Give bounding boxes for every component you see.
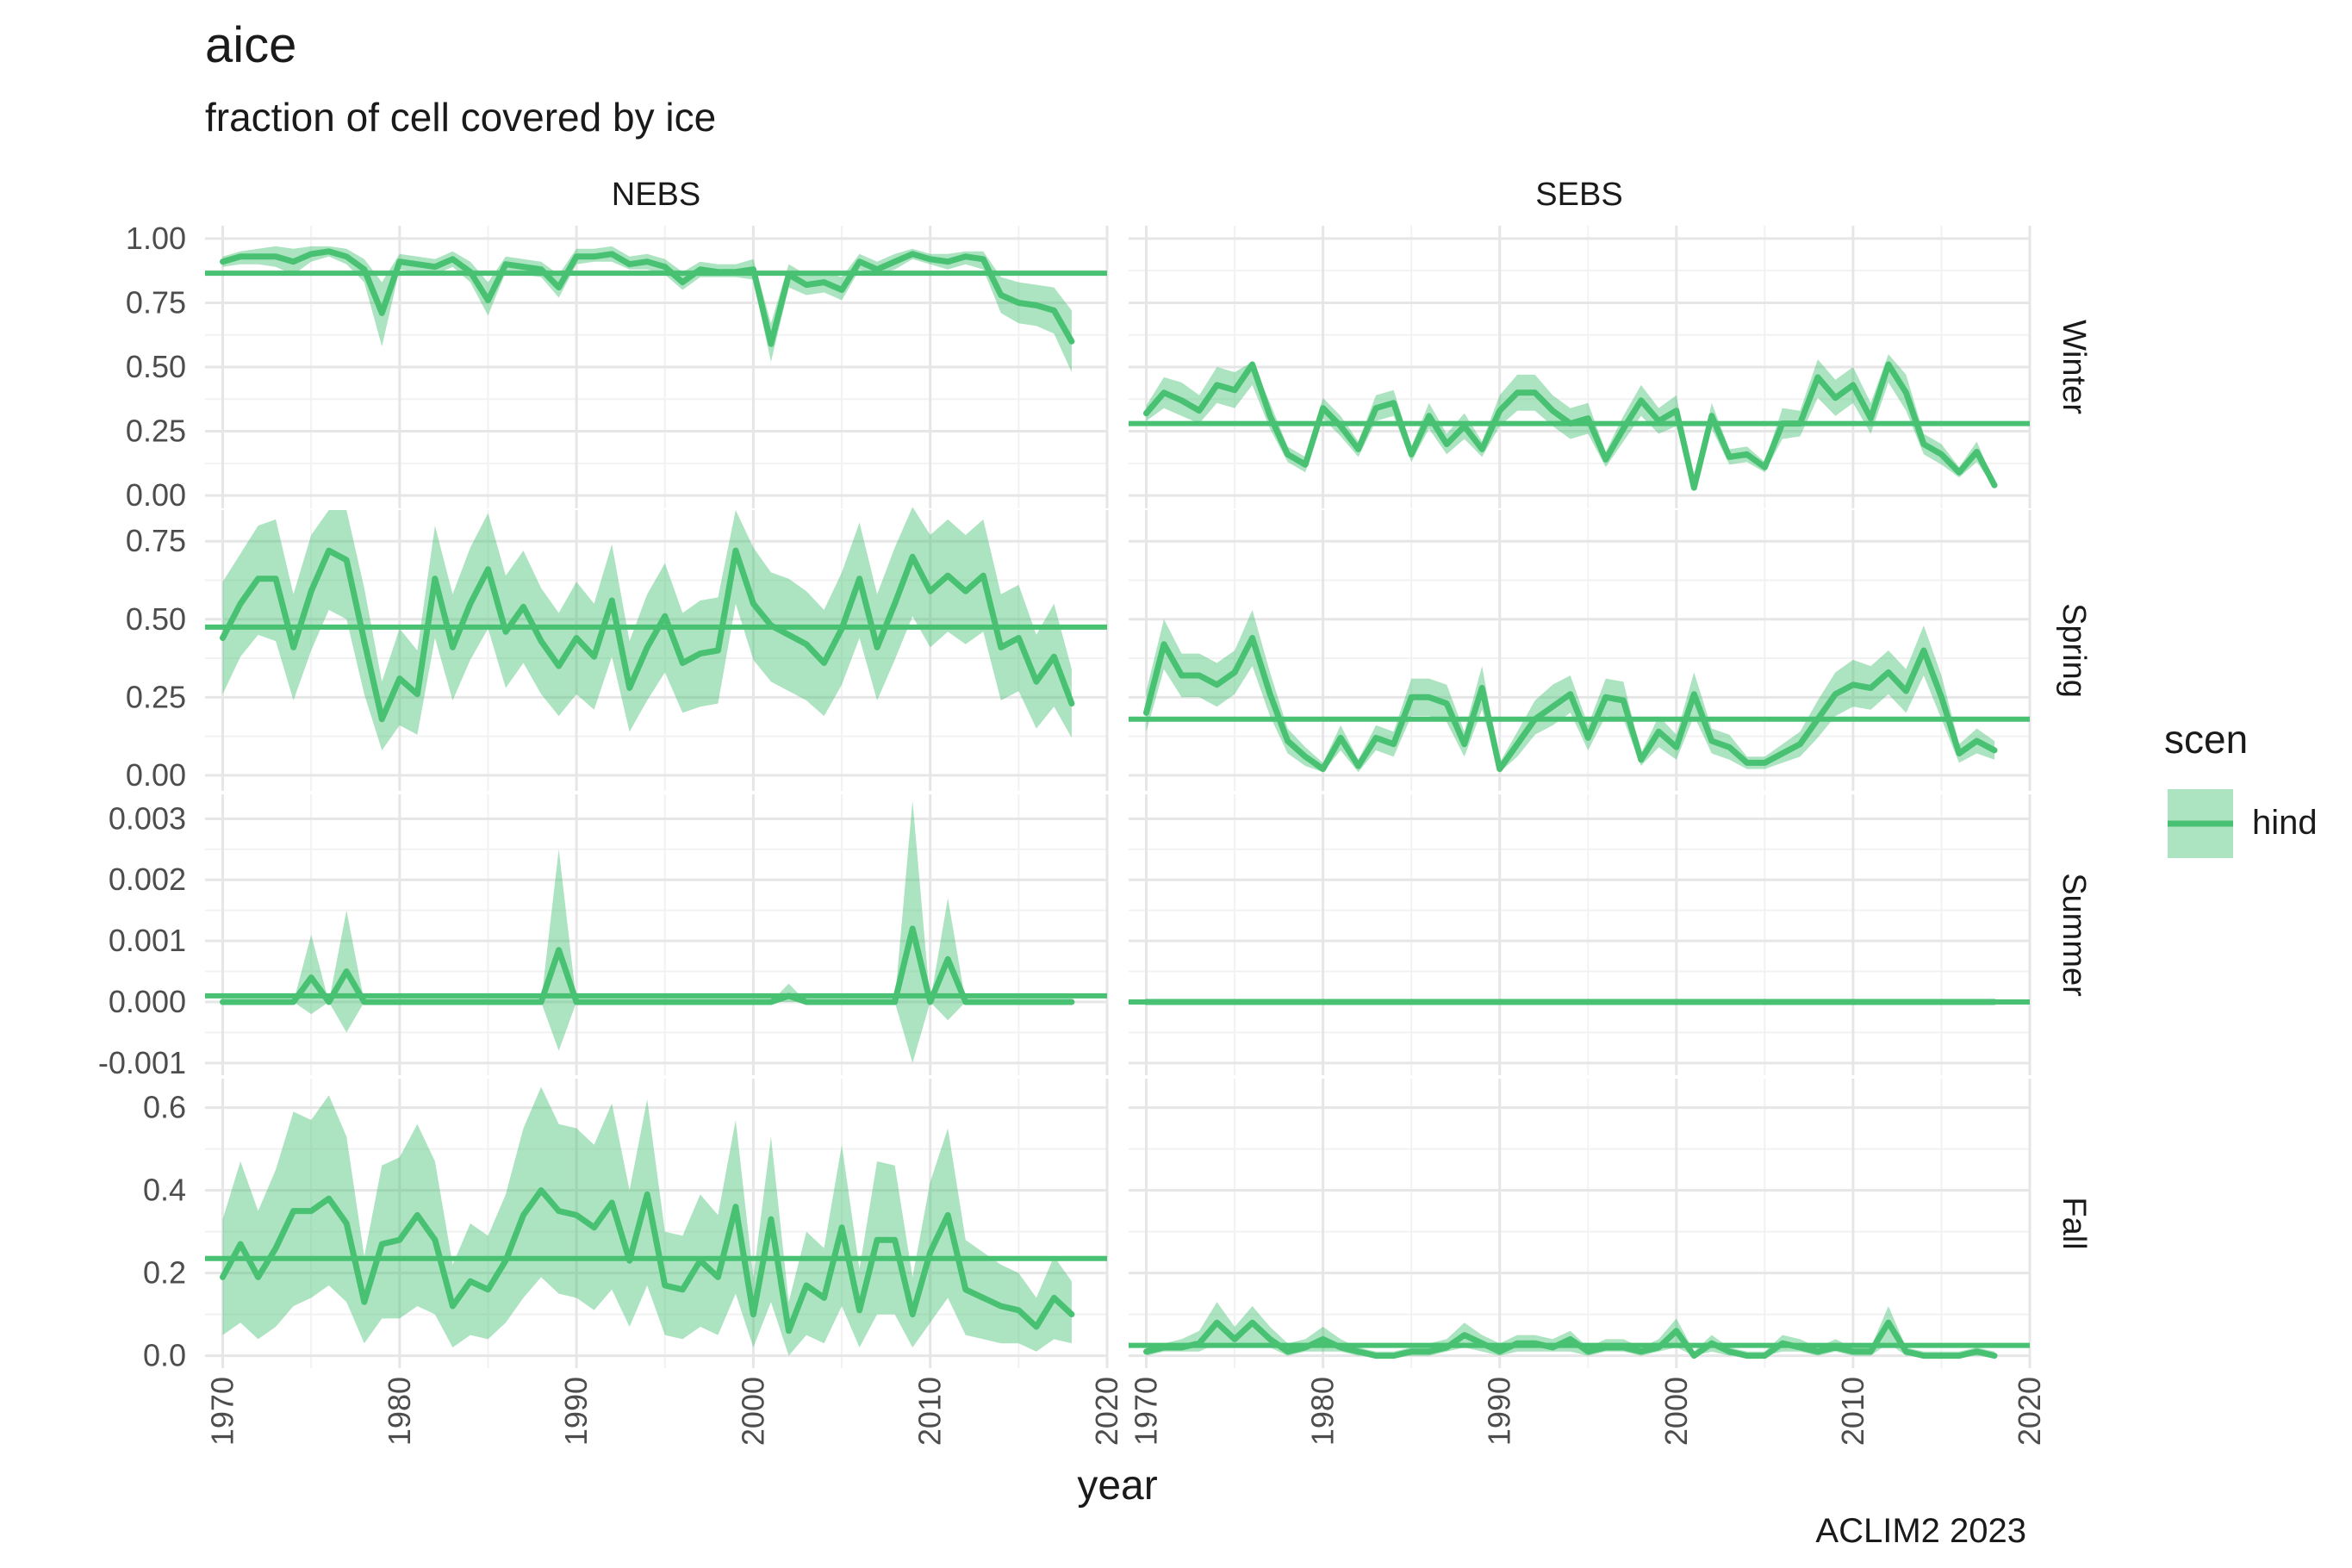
chart-title: aice	[205, 17, 297, 73]
panel-sebs-fall	[1129, 1079, 2032, 1368]
y-tick-label: 0.00	[126, 477, 186, 513]
y-tick-label: 0.75	[126, 284, 186, 320]
series-line-hind	[220, 248, 1075, 347]
y-tick-label: 1.00	[126, 221, 186, 256]
series-ribbon-hind	[222, 1086, 1072, 1356]
panel-sebs-winter	[1129, 226, 2032, 508]
y-tick-label: 0.000	[109, 984, 186, 1019]
facet-strip-sebs: SEBS	[1535, 177, 1622, 213]
panel-nebs-fall	[205, 1079, 1109, 1368]
y-tick-label: 0.50	[126, 601, 186, 637]
x-tick-label: 2020	[2012, 1377, 2047, 1446]
panel-nebs-spring	[205, 507, 1109, 791]
y-tick-label: 0.75	[126, 523, 186, 558]
panel-sebs-summer	[1129, 794, 2032, 1075]
series-line-hind	[1143, 635, 1998, 773]
series-ribbon-hind	[222, 246, 1072, 372]
legend-label-hind: hind	[2252, 804, 2318, 842]
series-ribbon-hind	[1146, 609, 1994, 773]
y-tick-label: -0.001	[98, 1045, 186, 1080]
panel-nebs-winter	[205, 226, 1109, 508]
y-tick-label: 0.4	[143, 1173, 186, 1208]
series-line-hind	[1143, 1319, 1998, 1360]
facet-strip-fall: Fall	[2056, 1197, 2092, 1249]
x-tick-label: 1980	[1305, 1377, 1341, 1446]
facet-strip-nebs: NEBS	[612, 177, 700, 213]
y-tick-label: 0.001	[109, 923, 186, 958]
y-tick-label: 0.25	[126, 679, 186, 714]
x-tick-label: 2020	[1089, 1377, 1124, 1446]
series-ribbon-hind	[222, 800, 1072, 1063]
legend: scen hind	[2164, 715, 2352, 887]
facet-strip-winter: Winter	[2056, 320, 2092, 414]
series-line-hind	[1143, 361, 1998, 491]
x-tick-label: 2000	[1658, 1377, 1694, 1446]
y-tick-label: 0.00	[126, 757, 186, 793]
x-tick-label: 1990	[1482, 1377, 1517, 1446]
y-tick-label: 0.002	[109, 862, 186, 897]
y-tick-label: 0.25	[126, 414, 186, 449]
x-tick-label: 1970	[205, 1377, 240, 1446]
x-tick-label: 1990	[558, 1377, 594, 1446]
series-line-hind	[220, 1187, 1075, 1335]
y-tick-label: 0.0	[143, 1338, 186, 1373]
series-line-hind	[220, 925, 1075, 1005]
y-tick-label: 0.003	[109, 800, 186, 836]
facet-strip-summer: Summer	[2056, 873, 2092, 997]
panel-nebs-summer	[205, 794, 1109, 1075]
facet-strip-spring: Spring	[2056, 603, 2092, 698]
y-tick-label: 0.6	[143, 1090, 186, 1125]
legend-key-swatch	[2168, 789, 2233, 858]
panel-sebs-spring	[1129, 510, 2032, 791]
legend-title: scen	[2164, 717, 2249, 762]
chart-subtitle: fraction of cell covered by ice	[205, 95, 717, 140]
y-tick-label: 0.50	[126, 349, 186, 384]
chart-caption: ACLIM2 2023	[1815, 1512, 2026, 1550]
y-tick-label: 0.2	[143, 1255, 186, 1291]
x-axis-title: year	[1077, 1463, 1157, 1509]
x-tick-label: 1970	[1129, 1377, 1164, 1446]
series-line-hind	[220, 547, 1075, 723]
x-tick-label: 2010	[1835, 1377, 1870, 1446]
x-tick-label: 2010	[912, 1377, 948, 1446]
x-tick-label: 2000	[735, 1377, 770, 1446]
x-tick-label: 1980	[382, 1377, 417, 1446]
